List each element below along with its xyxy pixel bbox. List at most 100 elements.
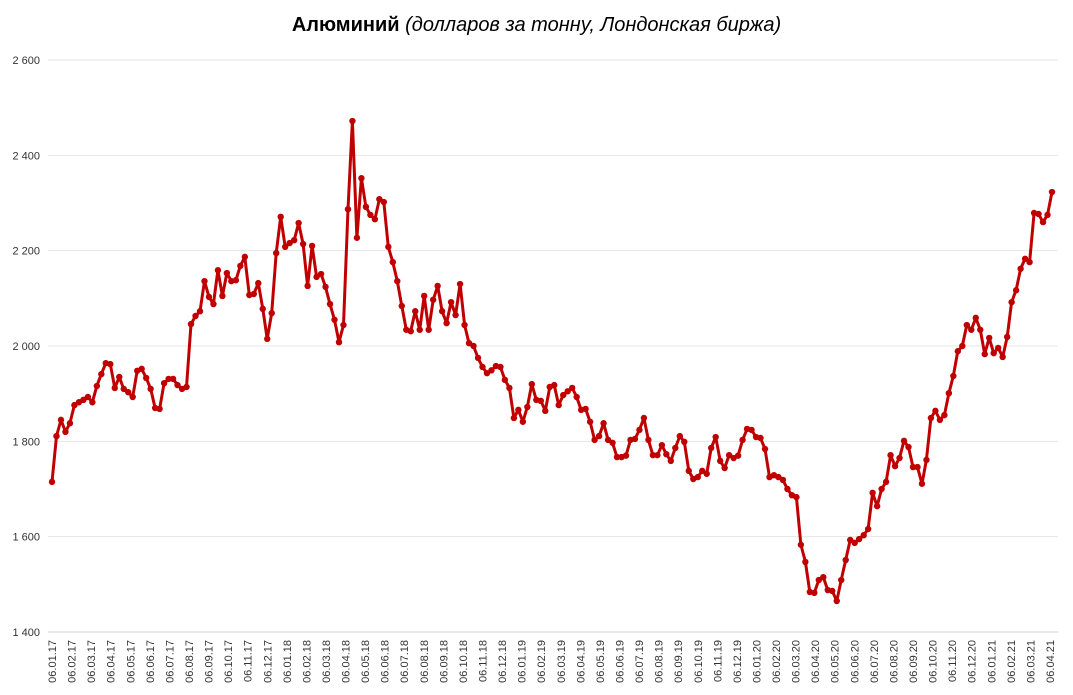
data-point [389,258,397,266]
data-point [281,243,289,251]
x-tick-label: 06.03.21 [1025,640,1037,683]
data-point [734,452,742,459]
data-point [447,298,455,306]
data-point [963,321,970,329]
data-point [340,321,347,329]
data-point [268,309,275,317]
x-tick-label: 06.04.18 [341,640,353,683]
x-tick-label: 06.10.17 [223,640,235,683]
data-point [515,406,522,414]
data-point [214,267,222,274]
data-point [107,360,114,368]
data-point [66,420,74,427]
x-tick-label: 06.08.19 [654,640,666,683]
data-point [676,432,684,440]
data-point [860,532,867,539]
x-tick-label: 06.06.20 [849,640,861,683]
data-point [1044,211,1051,219]
data-point [255,279,262,287]
data-point [999,353,1006,361]
x-tick-label: 06.02.20 [771,640,783,683]
data-point [838,576,845,584]
y-tick-label: 2 600 [12,55,40,67]
data-point [519,418,527,425]
data-point [954,348,962,355]
data-point [250,290,257,298]
data-point [353,234,361,241]
data-point [420,292,428,300]
title-subtitle: (долларов за тонну, Лондонская биржа) [405,14,782,36]
data-point [672,444,679,452]
data-point [560,391,567,399]
data-point [98,370,105,378]
data-point [335,338,343,346]
data-point [811,589,818,597]
data-point [1035,210,1042,218]
data-point [528,380,536,388]
data-point [739,436,746,444]
data-point [456,280,464,288]
data-point [864,525,872,533]
x-tick-label: 06.05.19 [595,640,607,683]
data-point [595,432,603,440]
x-tick-label: 06.12.20 [967,640,979,683]
data-point [1012,287,1020,294]
data-point [797,541,805,548]
data-point [914,463,921,471]
data-point [57,416,65,424]
data-point [900,437,908,445]
data-point [48,478,56,486]
data-point [600,420,607,427]
data-point [793,493,800,501]
chart-title: Алюминий (долларов за тонну, Лондонская … [0,14,1073,37]
data-point [160,379,168,387]
data-point [210,300,217,308]
data-point [968,326,975,333]
x-tick-label: 06.12.18 [497,640,509,683]
data-point [358,175,365,182]
data-point [407,328,414,335]
x-tick-label: 06.06.18 [380,640,392,683]
data-point [443,319,450,327]
data-point [941,411,948,419]
data-point [367,211,374,219]
x-tick-label: 06.11.17 [243,640,255,682]
data-point [196,308,204,315]
data-point [142,374,150,382]
data-point [923,456,930,464]
y-tick-label: 1 800 [12,436,40,448]
x-tick-label: 06.04.17 [106,640,118,683]
data-point [663,451,670,458]
x-tick-label: 06.02.18 [301,640,313,683]
data-point [896,454,903,462]
x-tick-label: 06.03.18 [321,640,333,683]
data-point [568,384,576,392]
data-point [950,372,957,380]
x-tick-label: 06.04.20 [810,640,822,683]
data-point [990,349,997,357]
data-point [438,308,446,315]
data-point [299,240,307,248]
data-point [385,243,392,251]
data-point [1026,258,1033,266]
data-point [631,435,639,443]
data-point [259,305,266,313]
data-point [192,312,199,320]
data-point [479,363,486,371]
x-tick-label: 06.09.18 [438,640,450,683]
data-point [470,342,477,350]
title-main: Алюминий [291,14,400,36]
data-point [349,117,356,125]
data-point [322,283,329,291]
x-tick-label: 06.08.18 [419,640,431,683]
data-point [981,350,988,358]
data-point [757,434,764,442]
data-point [326,300,334,308]
x-tick-label: 06.11.20 [947,640,959,682]
data-point [1039,218,1047,226]
y-tick-label: 1 400 [12,627,40,639]
x-tick-label: 06.08.20 [888,640,900,683]
data-point [1017,265,1024,272]
data-point [205,293,213,301]
